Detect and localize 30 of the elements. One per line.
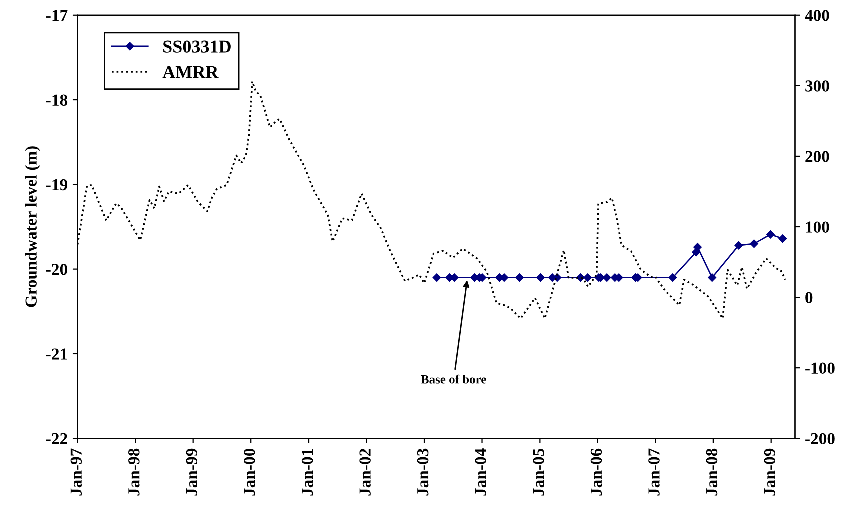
- x-tick-label: Jan-97: [70, 448, 82, 496]
- x-tick-label: Jan-09: [764, 448, 776, 496]
- y2-tick-label: 200: [806, 151, 830, 162]
- y-tick-label: -18: [46, 94, 68, 106]
- x-tick-label: Jan-00: [244, 448, 256, 496]
- y-tick-label: -17: [46, 10, 68, 22]
- legend-label: SS0331D: [164, 40, 231, 53]
- y-tick-label: -21: [46, 348, 68, 360]
- x-tick-label: Jan-08: [706, 448, 718, 496]
- y2-tick-label: -200: [806, 433, 835, 445]
- annotation: Base of bore: [421, 374, 486, 384]
- y2-tick-label: 100: [806, 222, 830, 233]
- y2-tick-label: 300: [806, 80, 830, 92]
- y-tick-label: -20: [46, 264, 68, 276]
- x-tick-label: Jan-99: [186, 448, 198, 496]
- x-tick-label: Jan-04: [475, 448, 486, 496]
- y-axis-title: Groundwater level (m): [25, 146, 40, 308]
- y2-tick-label: 400: [805, 10, 830, 22]
- legend-label: AMRR: [162, 66, 219, 78]
- x-tick-label: Jan-02: [360, 449, 371, 496]
- y-tick-label: -22: [46, 433, 68, 444]
- x-tick-label: Jan-01: [302, 449, 314, 496]
- x-tick-label: Jan-07: [648, 448, 660, 496]
- x-tick-label: Jan-06: [590, 448, 602, 496]
- y2-tick-label: 0: [806, 292, 813, 304]
- y2-tick-label: -100: [806, 362, 835, 374]
- x-tick-label: Jan-05: [533, 448, 544, 496]
- y-tick-label: -19: [46, 179, 68, 191]
- x-tick-label: Jan-03: [417, 448, 429, 496]
- x-tick-label: Jan-98: [128, 448, 140, 496]
